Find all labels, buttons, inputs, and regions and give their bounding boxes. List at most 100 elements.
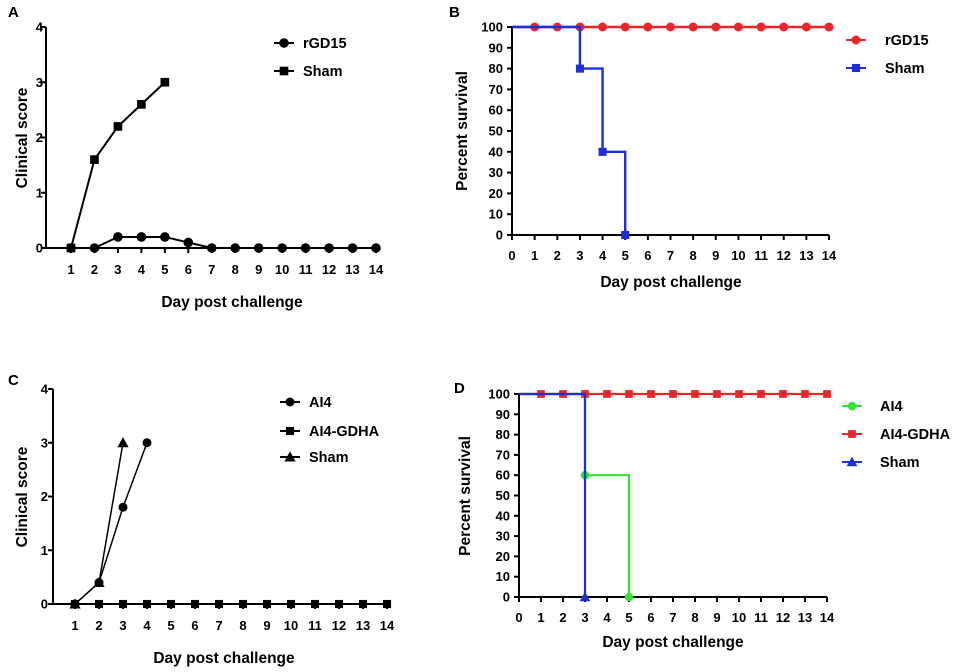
- x-tick-label: 0: [515, 610, 522, 625]
- legend-label: rGD15: [303, 36, 347, 52]
- y-axis-label: Clinical score: [14, 87, 31, 188]
- data-point: [69, 598, 81, 609]
- y-tick-label: 20: [489, 186, 503, 201]
- series-rgd15: [66, 232, 381, 253]
- series-ai4: [70, 438, 152, 609]
- y-tick-label: 10: [496, 569, 510, 584]
- legend-entry: rGD15: [274, 36, 347, 52]
- x-tick-label: 8: [690, 248, 697, 263]
- data-point: [620, 22, 630, 32]
- y-tick-label: 60: [496, 468, 510, 483]
- y-tick-label: 0: [41, 597, 48, 612]
- x-tick-label: 7: [667, 248, 674, 263]
- series-ai4: [519, 392, 634, 602]
- legend-marker: [279, 66, 289, 76]
- x-tick-label: 2: [554, 248, 561, 263]
- x-tick-label: 5: [167, 618, 174, 633]
- x-tick-label: 7: [669, 610, 676, 625]
- x-tick-label: 8: [232, 262, 239, 277]
- data-point: [160, 232, 170, 242]
- x-tick-label: 3: [114, 262, 121, 277]
- series-ai4-gdha: [70, 599, 392, 609]
- legend-label: Sham: [303, 64, 343, 80]
- legend-marker: [285, 397, 295, 407]
- x-tick-label: 10: [275, 262, 289, 277]
- data-point: [598, 22, 608, 32]
- data-point: [371, 243, 381, 253]
- series-line: [512, 25, 627, 235]
- y-tick-label: 80: [496, 427, 510, 442]
- legend-marker: [851, 63, 861, 73]
- legend-label: AI4-GDHA: [309, 424, 380, 440]
- data-point: [598, 147, 607, 156]
- panel-label: C: [8, 372, 19, 389]
- x-tick-label: 14: [822, 248, 837, 263]
- y-tick-label: 0: [503, 590, 510, 605]
- x-tick-label: 1: [531, 248, 538, 263]
- x-tick-label: 8: [239, 618, 246, 633]
- x-tick-label: 10: [284, 618, 298, 633]
- data-point: [142, 438, 152, 448]
- legend-entry: Sham: [842, 455, 920, 471]
- legend-entry: AI4-GDHA: [280, 424, 380, 440]
- x-tick-label: 9: [712, 248, 719, 263]
- data-point: [214, 599, 224, 609]
- x-tick-label: 1: [537, 610, 544, 625]
- x-tick-label: 14: [369, 262, 384, 277]
- data-point: [190, 599, 200, 609]
- data-point: [262, 599, 272, 609]
- data-point: [66, 243, 76, 253]
- data-point: [160, 77, 170, 87]
- legend-entry: AI4: [842, 399, 903, 415]
- data-point: [347, 243, 358, 253]
- legend-marker: [284, 451, 296, 462]
- x-tick-label: 13: [799, 248, 813, 263]
- data-point: [166, 599, 176, 609]
- x-tick-label: 13: [356, 618, 370, 633]
- y-tick-label: 90: [496, 407, 510, 422]
- panel-label: A: [8, 4, 19, 21]
- x-tick-label: 11: [308, 618, 322, 633]
- x-axis-label: Day post challenge: [161, 294, 303, 311]
- x-tick-label: 7: [208, 262, 215, 277]
- data-point: [118, 599, 128, 609]
- data-point: [324, 243, 334, 253]
- legend-entry: Sham: [274, 64, 343, 80]
- x-tick-label: 3: [576, 248, 583, 263]
- data-point: [136, 232, 147, 242]
- data-point: [277, 243, 287, 253]
- y-tick-label: 60: [489, 103, 503, 118]
- data-point: [300, 243, 311, 253]
- y-tick-label: 90: [489, 40, 503, 55]
- legend-entry: rGD15: [846, 33, 929, 49]
- x-axis-label: Day post challenge: [600, 274, 742, 291]
- data-point: [90, 155, 99, 164]
- x-tick-label: 6: [191, 618, 198, 633]
- data-point: [757, 390, 765, 398]
- data-point: [621, 230, 630, 240]
- panel-label: B: [449, 4, 460, 21]
- data-point: [142, 599, 152, 609]
- x-tick-label: 3: [119, 618, 126, 633]
- y-tick-label: 0: [496, 228, 503, 243]
- data-point: [137, 100, 146, 109]
- data-point: [94, 599, 104, 609]
- x-tick-label: 12: [776, 248, 790, 263]
- data-point: [711, 22, 721, 32]
- data-point: [713, 390, 721, 398]
- x-tick-label: 10: [732, 610, 746, 625]
- data-point: [286, 599, 296, 609]
- legend-marker: [847, 401, 857, 411]
- x-tick-label: 6: [647, 610, 654, 625]
- x-tick-label: 12: [332, 618, 346, 633]
- series-line: [519, 392, 631, 597]
- legend-label: rGD15: [885, 33, 929, 49]
- y-tick-label: 2: [36, 130, 43, 145]
- y-tick-label: 70: [496, 447, 510, 462]
- series-sham: [512, 25, 630, 240]
- x-tick-label: 13: [798, 610, 812, 625]
- data-point: [117, 437, 129, 448]
